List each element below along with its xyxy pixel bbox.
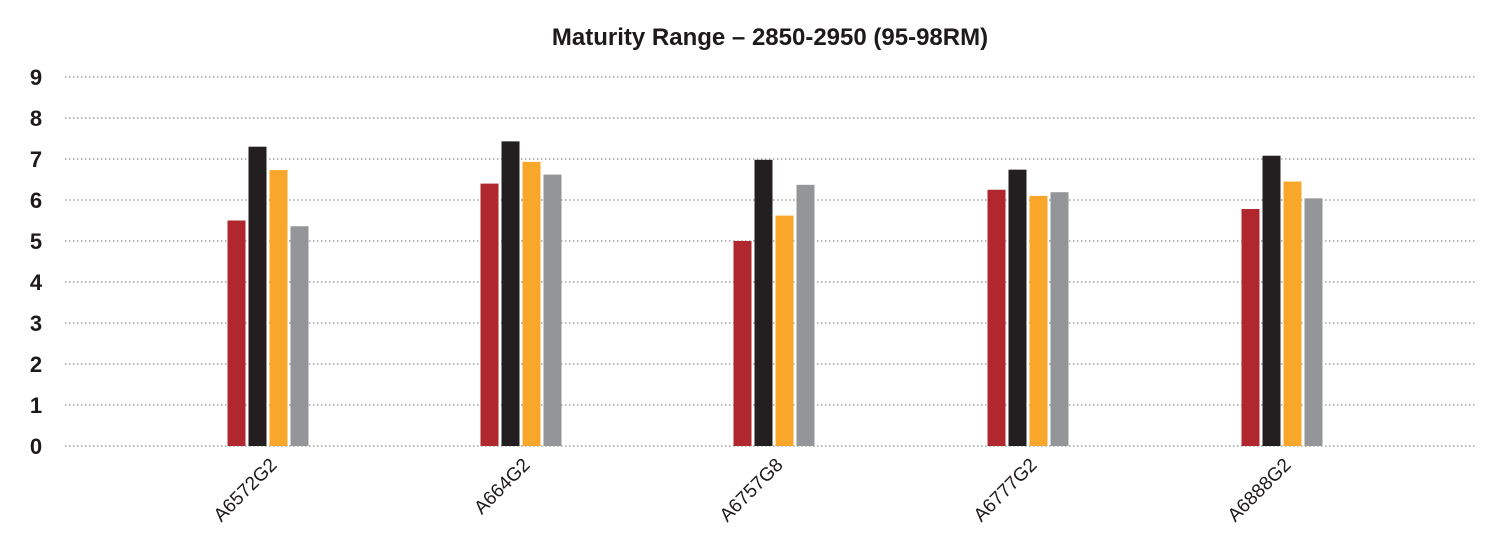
bar-A6572G2-series-2 bbox=[248, 146, 267, 446]
x-tick-label-A664G2: A664G2 bbox=[470, 455, 534, 519]
bar-A6777G2-series-2 bbox=[1008, 169, 1027, 446]
bar-A6757G8-series-1 bbox=[733, 241, 752, 446]
x-tick-label-A6777G2: A6777G2 bbox=[970, 455, 1042, 527]
y-tick-label: 4 bbox=[30, 270, 43, 295]
bar-A6888G2-series-4 bbox=[1304, 198, 1323, 446]
y-tick-label: 5 bbox=[30, 229, 42, 254]
bar-A6888G2-series-2 bbox=[1262, 155, 1281, 446]
y-tick-label: 0 bbox=[30, 434, 42, 459]
bar-A6572G2-series-1 bbox=[227, 220, 246, 446]
y-tick-label: 6 bbox=[30, 188, 42, 213]
x-tick-label-A6888G2: A6888G2 bbox=[1224, 455, 1296, 527]
y-tick-label: 8 bbox=[30, 106, 42, 131]
bar-A6888G2-series-1 bbox=[1241, 209, 1260, 446]
x-tick-label-A6757G8: A6757G8 bbox=[716, 455, 788, 527]
chart-title: Maturity Range – 2850-2950 (95-98RM) bbox=[551, 24, 989, 51]
bar-A664G2-series-1 bbox=[480, 183, 499, 446]
y-tick-label: 2 bbox=[30, 352, 42, 377]
bar-A664G2-series-2 bbox=[501, 141, 520, 446]
bar-A6777G2-series-4 bbox=[1050, 192, 1069, 446]
bar-A6777G2-series-3 bbox=[1029, 195, 1048, 446]
bar-A6777G2-series-1 bbox=[987, 189, 1006, 446]
y-tick-label: 1 bbox=[30, 393, 42, 418]
bar-A6757G8-series-4 bbox=[796, 184, 815, 446]
x-tick-label-A6572G2: A6572G2 bbox=[210, 455, 282, 527]
bar-A6572G2-series-4 bbox=[290, 226, 309, 446]
bar-A6757G8-series-3 bbox=[775, 215, 794, 446]
bar-A6572G2-series-3 bbox=[269, 170, 288, 446]
bar-A664G2-series-4 bbox=[543, 174, 562, 446]
bar-A664G2-series-3 bbox=[522, 161, 541, 446]
y-tick-label: 7 bbox=[30, 147, 42, 172]
bar-A6888G2-series-3 bbox=[1283, 181, 1302, 447]
y-tick-label: 9 bbox=[30, 65, 42, 90]
y-tick-label: 3 bbox=[30, 311, 42, 336]
bar-A6757G8-series-2 bbox=[754, 159, 773, 446]
